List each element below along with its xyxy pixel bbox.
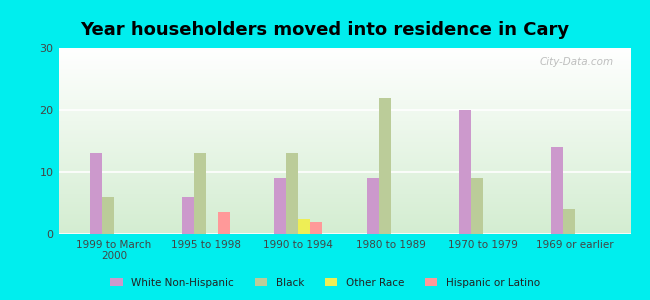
Bar bbox=[182, 197, 194, 234]
Bar bbox=[310, 222, 322, 234]
Bar bbox=[90, 153, 102, 234]
Bar bbox=[459, 110, 471, 234]
Bar bbox=[102, 197, 114, 234]
Bar bbox=[274, 178, 287, 234]
Bar bbox=[471, 178, 483, 234]
Bar bbox=[379, 98, 391, 234]
Bar bbox=[298, 218, 310, 234]
Text: City-Data.com: City-Data.com bbox=[540, 57, 614, 67]
Text: Year householders moved into residence in Cary: Year householders moved into residence i… bbox=[81, 21, 569, 39]
Bar bbox=[367, 178, 379, 234]
Bar bbox=[551, 147, 563, 234]
Bar bbox=[563, 209, 575, 234]
Bar bbox=[287, 153, 298, 234]
Legend: White Non-Hispanic, Black, Other Race, Hispanic or Latino: White Non-Hispanic, Black, Other Race, H… bbox=[106, 274, 544, 292]
Bar bbox=[218, 212, 230, 234]
Bar bbox=[194, 153, 206, 234]
